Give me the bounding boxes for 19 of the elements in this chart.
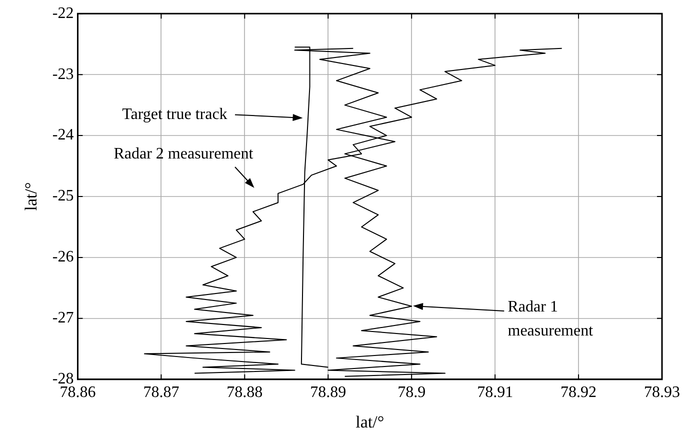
x-tick-label: 78.91 (477, 384, 514, 402)
x-tick-label: 78.92 (560, 384, 597, 402)
y-tick-label: -23 (52, 66, 74, 83)
y-axis-title: lat/° (22, 182, 41, 211)
annotation: Target true track (122, 106, 228, 123)
y-tick-label: -27 (52, 310, 74, 327)
y-tick-label: -24 (52, 126, 74, 144)
x-tick-label: 78.86 (60, 384, 96, 402)
y-tick-label: -25 (52, 188, 74, 205)
y-tick-label: -26 (52, 248, 74, 266)
annotation: Radar 2 measurement (114, 146, 254, 163)
x-tick-label: 78.88 (226, 384, 263, 402)
annotation: Radar 1 measurement (508, 298, 594, 340)
x-tick-label: 78.87 (143, 384, 180, 402)
x-tick-label: 78.9 (398, 384, 426, 402)
x-tick-label: 78.89 (310, 384, 346, 402)
x-tick-label: 78.93 (644, 384, 680, 402)
x-axis-title: lat/° (356, 412, 384, 432)
y-tick-label: -22 (52, 4, 74, 22)
